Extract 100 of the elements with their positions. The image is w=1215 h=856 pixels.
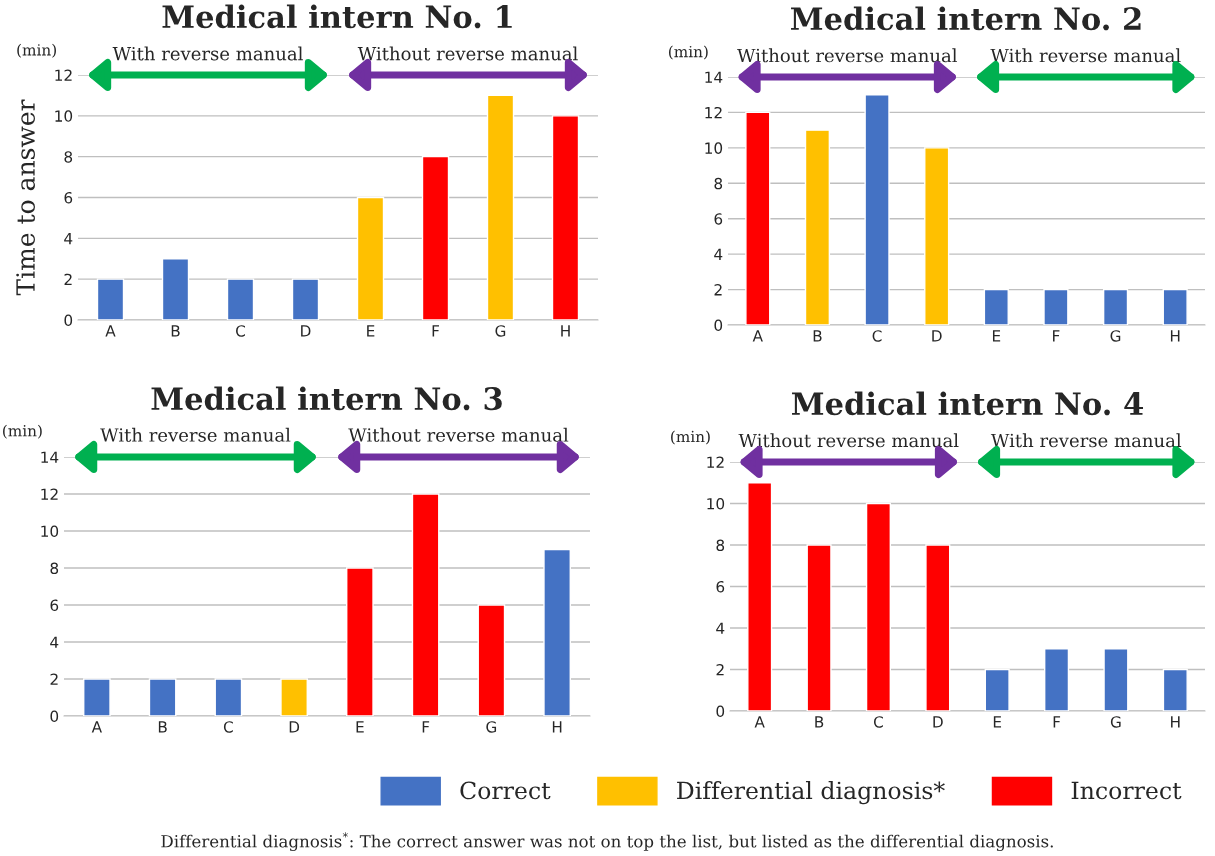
bar — [1043, 648, 1070, 711]
x-tick-label: E — [992, 330, 1001, 342]
text: (min) — [671, 430, 710, 445]
bar — [745, 111, 771, 325]
y-tick-label: 12 — [55, 69, 72, 81]
text: With reverse manual — [990, 433, 1182, 448]
x-tick-label: D — [932, 330, 942, 342]
chart-title: Medical intern No. 4 — [792, 391, 1144, 416]
y-tick-label: 6 — [716, 580, 725, 593]
x-tick-label: B — [158, 721, 167, 733]
y-tick-label: 8 — [50, 562, 59, 575]
bar — [1043, 288, 1069, 325]
y-tick-label: 2 — [716, 663, 724, 676]
bar — [806, 544, 832, 711]
chart-title: Medical intern No. 1 — [162, 4, 512, 29]
x-tick-label: C — [236, 325, 246, 337]
text: (min) — [668, 45, 708, 60]
x-tick-label: G — [495, 325, 506, 337]
x-tick-label: A — [91, 721, 102, 733]
x-tick-label: C — [873, 716, 883, 728]
y-tick-label: 2 — [64, 273, 72, 285]
y-tick-label: 0 — [50, 710, 59, 723]
y-axis-title: Time to answer — [16, 99, 35, 296]
chart-title: Medical intern No. 2 — [791, 6, 1141, 31]
y-tick-label: 10 — [41, 525, 59, 538]
y-tick-label: 2 — [714, 284, 722, 296]
x-tick-label: F — [1053, 330, 1060, 342]
x-tick-label: G — [486, 721, 497, 733]
text: Without reverse manual — [738, 433, 959, 448]
bar — [411, 493, 440, 716]
x-tick-label: C — [223, 721, 233, 733]
legend-label: Incorrect — [1071, 781, 1182, 800]
bar — [925, 544, 951, 711]
bar — [291, 278, 320, 320]
legend-label: Differential diagnosis* — [677, 781, 945, 805]
y-tick-label: 4 — [716, 622, 725, 634]
bar — [96, 278, 125, 320]
text: (min) — [17, 43, 56, 58]
text: With reverse manual — [990, 48, 1181, 63]
y-tick-label: 14 — [41, 451, 59, 463]
bar — [161, 258, 190, 320]
bar — [924, 147, 950, 325]
bar — [551, 115, 580, 320]
y-tick-label: 12 — [41, 488, 58, 500]
y-tick-label: 4 — [714, 248, 723, 260]
bar — [1102, 288, 1129, 325]
text: With reverse manual — [100, 427, 291, 442]
text: (min) — [3, 424, 42, 439]
x-tick-label: B — [815, 716, 824, 728]
bar — [486, 94, 515, 320]
bar — [1162, 288, 1188, 325]
x-tick-label: H — [552, 721, 562, 733]
text: Without reverse manual — [348, 427, 569, 442]
bar — [148, 678, 177, 716]
x-tick-label: H — [561, 325, 570, 337]
bar — [214, 678, 243, 716]
y-tick-label: 6 — [714, 213, 723, 225]
x-tick-label: G — [1110, 330, 1121, 342]
x-tick-label: B — [813, 330, 822, 342]
bar — [346, 567, 374, 716]
bar — [226, 278, 255, 320]
y-tick-label: 8 — [64, 151, 73, 163]
y-tick-label: 0 — [64, 314, 73, 327]
bar — [477, 604, 506, 716]
x-tick-label: E — [993, 716, 1002, 728]
x-tick-label: F — [422, 721, 430, 733]
x-tick-label: D — [933, 716, 943, 728]
bar — [747, 482, 773, 711]
bar — [543, 548, 571, 716]
y-tick-label: 6 — [64, 191, 73, 204]
bar — [1103, 648, 1129, 711]
y-tick-label: 10 — [55, 110, 73, 122]
text: Without reverse manual — [357, 46, 578, 61]
x-tick-label: D — [301, 325, 311, 337]
y-tick-label: 0 — [714, 319, 723, 332]
y-tick-label: 12 — [705, 106, 722, 119]
bar — [804, 129, 831, 325]
bar — [421, 155, 450, 320]
x-tick-label: E — [367, 325, 375, 337]
y-tick-label: 4 — [64, 233, 73, 245]
y-tick-label: 10 — [707, 497, 725, 510]
bar — [983, 288, 1009, 325]
legend-label: Correct — [460, 781, 551, 800]
text: Differential diagnosis$^{*}$: The correct answer was not on top the list, but listed as the differential diagnosis. — [161, 832, 1053, 852]
y-tick-label: 10 — [705, 142, 723, 154]
bar — [984, 668, 1010, 711]
y-tick-label: 0 — [716, 705, 725, 718]
x-tick-label: F — [432, 325, 440, 337]
bar — [83, 678, 111, 716]
y-tick-label: 2 — [50, 673, 58, 685]
x-tick-label: G — [1110, 716, 1121, 728]
text: Without reverse manual — [737, 48, 958, 63]
y-tick-label: 12 — [707, 456, 724, 468]
text: With reverse manual — [112, 46, 303, 61]
y-tick-label: 6 — [50, 599, 59, 612]
y-tick-label: 14 — [705, 71, 723, 83]
bar — [1162, 668, 1188, 711]
chart-title: Medical intern No. 3 — [151, 386, 502, 411]
x-tick-label: C — [872, 330, 882, 342]
x-tick-label: H — [1170, 330, 1180, 342]
